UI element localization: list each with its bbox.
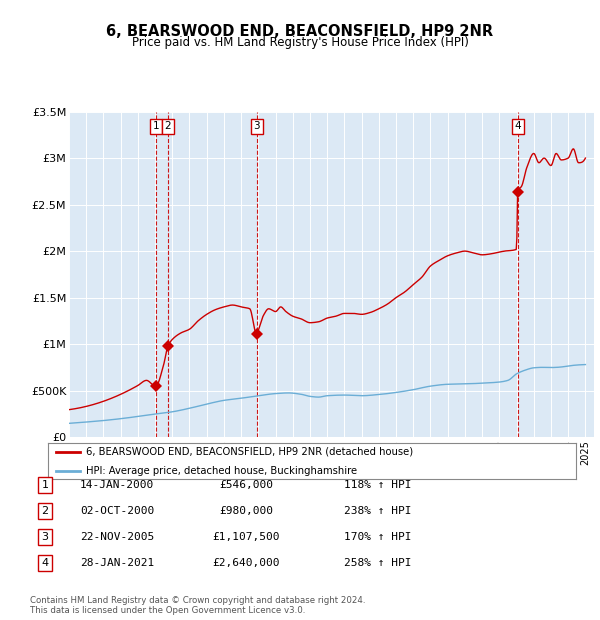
Text: 1: 1	[41, 480, 49, 490]
Text: 1: 1	[152, 122, 159, 131]
Text: 170% ↑ HPI: 170% ↑ HPI	[344, 532, 412, 542]
Text: 2: 2	[164, 122, 171, 131]
Text: 6, BEARSWOOD END, BEACONSFIELD, HP9 2NR (detached house): 6, BEARSWOOD END, BEACONSFIELD, HP9 2NR …	[86, 446, 413, 457]
Text: 3: 3	[41, 532, 49, 542]
Text: HPI: Average price, detached house, Buckinghamshire: HPI: Average price, detached house, Buck…	[86, 466, 357, 476]
Text: 2: 2	[41, 506, 49, 516]
Text: 28-JAN-2021: 28-JAN-2021	[80, 558, 154, 568]
Text: £546,000: £546,000	[219, 480, 273, 490]
Text: 3: 3	[253, 122, 260, 131]
Text: Price paid vs. HM Land Registry's House Price Index (HPI): Price paid vs. HM Land Registry's House …	[131, 36, 469, 49]
Text: £1,107,500: £1,107,500	[212, 532, 280, 542]
Text: Contains HM Land Registry data © Crown copyright and database right 2024.
This d: Contains HM Land Registry data © Crown c…	[30, 596, 365, 615]
Text: 118% ↑ HPI: 118% ↑ HPI	[344, 480, 412, 490]
Text: 258% ↑ HPI: 258% ↑ HPI	[344, 558, 412, 568]
Text: 4: 4	[41, 558, 49, 568]
Text: 22-NOV-2005: 22-NOV-2005	[80, 532, 154, 542]
Text: 02-OCT-2000: 02-OCT-2000	[80, 506, 154, 516]
Text: 14-JAN-2000: 14-JAN-2000	[80, 480, 154, 490]
Text: £980,000: £980,000	[219, 506, 273, 516]
Text: 4: 4	[514, 122, 521, 131]
Text: 6, BEARSWOOD END, BEACONSFIELD, HP9 2NR: 6, BEARSWOOD END, BEACONSFIELD, HP9 2NR	[106, 24, 494, 38]
Text: 238% ↑ HPI: 238% ↑ HPI	[344, 506, 412, 516]
Text: £2,640,000: £2,640,000	[212, 558, 280, 568]
